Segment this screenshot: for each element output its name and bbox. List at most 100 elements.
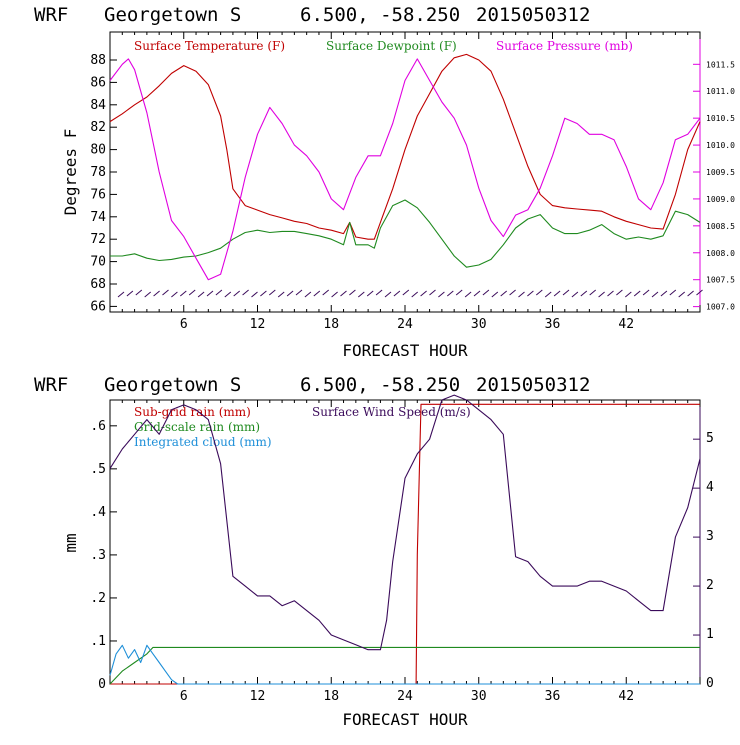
y2-tick-label: 1008.5 <box>706 222 735 231</box>
legend-wind-speed: Surface Wind Speed (m/s) <box>312 405 471 419</box>
series-line-surface-wind-speed-m-s <box>109 394 701 651</box>
bottom-header: WRF Georgetown S 6.500, -58.250 20150503… <box>34 374 590 396</box>
wind-barb <box>313 290 321 297</box>
bottom-y-ticks: 0 .1 .2 .3 .4 .5 .6 <box>90 419 117 692</box>
wind-barb <box>429 289 436 296</box>
top-y-axis-label: Degrees F <box>61 129 80 216</box>
wind-barb <box>153 290 160 297</box>
top-x-ticks: 6 12 18 24 30 36 42 <box>109 32 701 332</box>
bottom-header-coords: 6.500, -58.250 <box>300 374 460 396</box>
y-tick-label: .2 <box>90 591 106 606</box>
wind-barb <box>144 291 152 298</box>
x-tick-label: 30 <box>471 689 487 704</box>
wind-barb <box>322 289 330 296</box>
wind-barb <box>126 290 134 297</box>
wind-barb <box>598 291 605 298</box>
wind-barb <box>562 289 570 296</box>
legend-dewpoint: Surface Dewpoint (F) <box>326 39 457 53</box>
series-line-grid-scale-rain-mm <box>109 646 700 685</box>
wind-barb <box>527 290 534 297</box>
y-tick-label: 78 <box>90 165 106 180</box>
y-tick-label: .3 <box>90 548 106 563</box>
wind-barb <box>393 290 401 297</box>
top-header-location: Georgetown S <box>104 4 241 26</box>
wind-barb <box>206 290 214 297</box>
x-tick-label: 6 <box>180 317 188 332</box>
wind-barb <box>277 291 285 298</box>
wind-barb <box>162 289 169 296</box>
wind-barb <box>438 291 445 298</box>
wind-barb <box>331 291 338 298</box>
y-tick-label: 0 <box>98 677 106 692</box>
x-tick-label: 42 <box>618 317 634 332</box>
top-y-ticks: 66 68 70 72 74 76 78 80 82 84 86 88 <box>90 53 117 314</box>
wind-barb <box>357 291 365 298</box>
bottom-series <box>109 394 701 685</box>
bottom-x-axis-label: FORECAST HOUR <box>342 710 468 729</box>
wind-barb <box>402 289 410 296</box>
y-tick-label: 74 <box>90 210 106 225</box>
y2-tick-label: 1010.0 <box>706 141 735 150</box>
y-tick-label: .6 <box>90 419 106 434</box>
wind-barb <box>135 289 143 296</box>
top-header-coords: 6.500, -58.250 <box>300 4 460 26</box>
wind-barb <box>224 291 232 298</box>
y-tick-label: .5 <box>90 462 106 477</box>
wind-barb <box>260 290 267 297</box>
y2-tick-label: 4 <box>706 480 714 495</box>
wind-barb <box>251 291 258 298</box>
y2-tick-label: 1011.0 <box>706 87 735 96</box>
x-tick-label: 36 <box>545 317 561 332</box>
wind-barb <box>384 291 392 298</box>
top-header-run: 2015050312 <box>476 4 590 26</box>
wind-barb <box>411 291 419 298</box>
y-tick-label: 88 <box>90 53 106 68</box>
bottom-y2-ticks: 0 1 2 3 4 5 <box>693 431 714 691</box>
legend-temperature: Surface Temperature (F) <box>134 39 285 53</box>
bottom-legend: Sub-grid rain (mm) Surface Wind Speed (m… <box>134 405 471 449</box>
y2-tick-label: 0 <box>706 676 714 691</box>
wind-barb <box>571 291 579 298</box>
y-tick-label: 80 <box>90 143 106 158</box>
wind-barb <box>188 289 196 296</box>
x-tick-label: 24 <box>397 689 413 704</box>
top-y2-ticks: 1007.0 1007.5 1008.0 1008.5 1009.0 1009.5 1010… <box>693 60 735 312</box>
bottom-y-axis-label: mm <box>61 533 80 552</box>
wind-barb <box>295 289 303 296</box>
wind-barb <box>624 291 632 298</box>
wind-barb <box>340 290 347 297</box>
wind-barb <box>491 291 499 298</box>
wind-barb <box>509 289 516 296</box>
wind-barb <box>616 289 623 296</box>
y2-tick-label: 1009.5 <box>706 168 735 177</box>
series-line-integrated-cloud-mm <box>109 644 700 685</box>
y2-tick-label: 5 <box>706 431 714 446</box>
wind-barb <box>482 289 490 296</box>
x-tick-label: 42 <box>618 689 634 704</box>
y2-tick-label: 1011.5 <box>706 60 735 69</box>
wind-barb <box>473 290 481 297</box>
y2-tick-label: 1009.0 <box>706 195 735 204</box>
bottom-header-run: 2015050312 <box>476 374 590 396</box>
wind-barb <box>500 290 508 297</box>
bottom-header-model: WRF <box>34 374 68 396</box>
y-tick-label: 86 <box>90 75 106 90</box>
x-tick-label: 36 <box>545 689 561 704</box>
wind-barb <box>242 289 249 296</box>
wind-barb <box>117 291 125 298</box>
wind-barb <box>233 290 241 297</box>
wind-barb <box>678 291 686 298</box>
x-tick-label: 30 <box>471 317 487 332</box>
wind-barb <box>660 290 668 297</box>
y2-tick-label: 1 <box>706 627 714 642</box>
x-tick-label: 24 <box>397 317 413 332</box>
wind-barb <box>580 290 588 297</box>
wind-barb <box>304 291 312 298</box>
y2-tick-label: 3 <box>706 529 714 544</box>
y-tick-label: 68 <box>90 277 106 292</box>
y2-tick-label: 1008.0 <box>706 249 735 258</box>
wind-barb <box>349 289 356 296</box>
wind-barbs <box>117 289 703 298</box>
wind-barb <box>669 289 677 296</box>
